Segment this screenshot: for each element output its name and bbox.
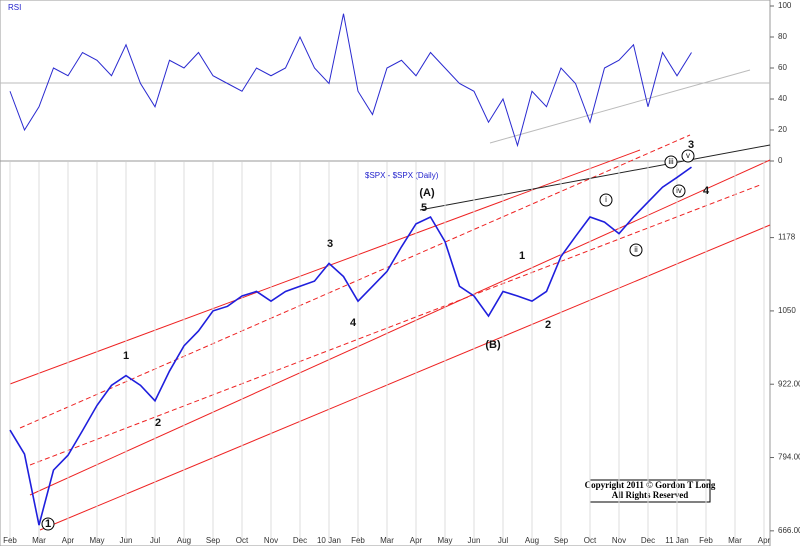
x-tick-label: Aug: [525, 536, 539, 545]
wave-label: 3: [327, 238, 333, 250]
x-tick-label: Nov: [264, 536, 278, 545]
rsi-trendline: [489, 69, 751, 144]
y-tick-label: 20: [778, 125, 787, 134]
wave-label: 4: [703, 185, 710, 197]
wave-circle: [629, 243, 643, 257]
x-tick-label: Jul: [150, 536, 160, 545]
top-trendline: [419, 144, 771, 211]
x-tick-label: May: [437, 536, 452, 545]
wave-label: 5: [421, 202, 427, 214]
wave-label: v: [686, 151, 690, 160]
y-tick-label: 80: [778, 32, 787, 41]
wave-circle: [41, 517, 55, 531]
y-tick-label: 922.00: [778, 379, 800, 388]
x-tick-label: Apr: [758, 536, 771, 545]
wave-label: 1: [519, 250, 525, 262]
wave-circle: [599, 193, 613, 207]
x-tick-label: May: [89, 536, 104, 545]
wave-label: 1: [45, 518, 51, 530]
wave-label: i: [605, 195, 607, 204]
y-tick-label: 40: [778, 94, 787, 103]
x-tick-label: Feb: [3, 536, 17, 545]
x-tick-label: Aug: [177, 536, 191, 545]
y-tick-label: 1050: [778, 306, 796, 315]
x-tick-label: Dec: [641, 536, 655, 545]
price-title: $SPX - $SPX (Daily): [365, 171, 439, 180]
x-tick-label: Mar: [32, 536, 46, 545]
x-tick-label: Sep: [206, 536, 221, 545]
x-tick-label: Mar: [728, 536, 742, 545]
x-tick-label: 11 Jan: [665, 536, 688, 545]
wave-label: 4: [350, 317, 357, 329]
x-tick-label: Jun: [120, 536, 133, 545]
y-tick-label: 60: [778, 63, 787, 72]
x-tick-label: Mar: [380, 536, 394, 545]
x-tick-label: Sep: [554, 536, 569, 545]
y-tick-label: 666.00: [778, 526, 800, 535]
wave-label: iii: [668, 157, 674, 166]
wave-label: 3: [688, 139, 694, 151]
x-tick-label: Jul: [498, 536, 508, 545]
rsi-title: RSI: [8, 3, 21, 12]
wave-label: 1: [123, 350, 129, 362]
x-tick-label: Oct: [236, 536, 249, 545]
wave-label: iv: [676, 186, 682, 195]
x-tick-label: Dec: [293, 536, 307, 545]
wave-label: (B): [485, 339, 501, 351]
y-tick-label: 0: [778, 156, 783, 165]
wave-label: 2: [155, 417, 161, 429]
x-tick-label: Apr: [62, 536, 75, 545]
x-tick-label: Feb: [699, 536, 713, 545]
x-tick-label: 10 Jan: [317, 536, 341, 545]
x-tick-label: Feb: [351, 536, 365, 545]
wave-label: ii: [634, 245, 638, 254]
x-tick-label: Jun: [468, 536, 481, 545]
series-line: [9, 13, 692, 148]
wave-circle: [664, 155, 678, 169]
copyright: Copyright 2011 © Gordon T Long: [585, 480, 716, 490]
y-tick-label: 100: [778, 1, 792, 10]
wave-label: 2: [545, 319, 551, 331]
x-tick-label: Oct: [584, 536, 597, 545]
x-tick-label: Apr: [410, 536, 423, 545]
y-tick-label: 794.00: [778, 453, 800, 462]
x-tick-label: Nov: [612, 536, 626, 545]
wave-circle: [681, 149, 695, 163]
series-line: [9, 166, 692, 526]
copyright: All Rights Reserved: [612, 490, 689, 500]
wave-label: (A): [419, 187, 435, 199]
wave-circle: [672, 184, 686, 198]
y-tick-label: 1178: [778, 233, 796, 242]
